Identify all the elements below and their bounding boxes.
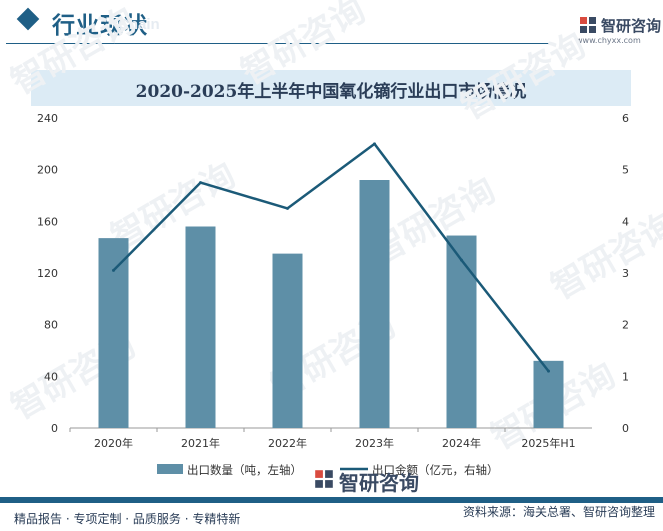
y-left-tick-label: 40 — [44, 370, 58, 383]
y-left-tick-label: 200 — [37, 164, 58, 177]
series-line — [112, 142, 550, 372]
chart: 智研咨询智研咨询智研咨询智研咨询智研咨询智研咨询智研咨询智研咨询智研咨询0408… — [5, 0, 663, 477]
x-tick-label: 2021年 — [181, 436, 220, 450]
x-tick-label: 2024年 — [442, 436, 481, 450]
ghost-text: Chain — [118, 16, 160, 33]
logo-icon — [580, 17, 596, 33]
line-point — [373, 142, 376, 146]
bar — [446, 235, 477, 428]
x-tick-label: 2020年 — [94, 436, 133, 450]
x-tick-label: 2022年 — [268, 436, 307, 450]
watermark-text: 智研咨询 — [235, 0, 373, 93]
legend-bar-swatch — [157, 464, 183, 474]
line-point — [199, 181, 202, 185]
bar — [98, 238, 129, 428]
x-tick-label: 2023年 — [355, 436, 394, 450]
y-right-tick-label: 4 — [622, 215, 629, 228]
bar — [359, 180, 390, 428]
line-point — [547, 369, 550, 373]
footer-tagline: 精品报告 · 专项定制 · 品质服务 · 专精特新 — [14, 512, 241, 526]
header-divider — [6, 43, 554, 44]
footer-source: 智研咨询 资料来源：海关总署、智研咨询整理 — [315, 470, 655, 519]
y-left-tick-label: 0 — [51, 422, 58, 435]
y-right-tick-label: 5 — [622, 164, 629, 177]
brand-logo: 智研咨询 www.chyxx.com — [576, 15, 661, 45]
logo-name: 智研咨询 — [601, 17, 662, 35]
y-left-tick-label: 160 — [37, 215, 58, 228]
y-right-tick-label: 1 — [622, 370, 629, 383]
logo-url: www.chyxx.com — [576, 36, 641, 45]
source-text: 资料来源：海关总署、智研咨询整理 — [462, 505, 655, 519]
brand-logo-icon — [315, 470, 333, 488]
y-left-tick-label: 80 — [44, 319, 58, 332]
y-left-tick-label: 120 — [37, 267, 58, 280]
y-left-tick-label: 240 — [37, 112, 58, 125]
bar — [272, 253, 303, 428]
x-tick-label: 2025年H1 — [521, 436, 575, 450]
y-right-tick-label: 0 — [622, 422, 629, 435]
watermark-text: 智研咨询 — [455, 25, 593, 128]
y-right-tick-label: 2 — [622, 319, 629, 332]
header: 行业现状 Chain 智研咨询 www.chyxx.com — [0, 0, 663, 50]
bar — [185, 226, 216, 428]
footer-brand-name: 智研咨询 — [338, 471, 419, 495]
legend-bar-label: 出口数量（吨，左轴） — [187, 463, 302, 477]
line-point — [460, 258, 463, 262]
line-point — [286, 206, 289, 210]
footer-bar — [0, 497, 663, 503]
legend-line-label: 出口金额（亿元，右轴） — [372, 463, 499, 477]
watermark-text: 智研咨询 — [5, 0, 143, 103]
chart-title: 2020-2025年上半年中国氧化镝行业出口市场情况 — [135, 82, 527, 102]
line-point — [112, 268, 115, 272]
section-title: 行业现状 — [52, 13, 148, 39]
watermark-text: 智研咨询 — [545, 205, 663, 308]
y-right-tick-label: 3 — [622, 267, 629, 280]
y-right-tick-label: 6 — [622, 112, 629, 125]
chart-title-band: 2020-2025年上半年中国氧化镝行业出口市场情况 — [31, 70, 631, 106]
